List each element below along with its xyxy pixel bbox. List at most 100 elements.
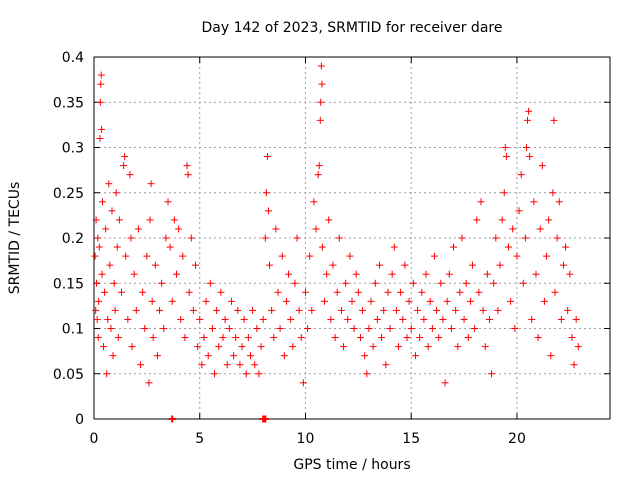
data-point: [433, 306, 441, 314]
data-point: [458, 234, 466, 242]
data-point: [206, 279, 214, 287]
data-point: [481, 343, 489, 351]
data-point: [162, 234, 170, 242]
data-point: [232, 334, 240, 342]
data-point: [115, 216, 123, 224]
data-point: [361, 352, 369, 360]
data-point: [466, 297, 474, 305]
data-point: [185, 288, 193, 296]
data-point: [198, 361, 206, 369]
data-point: [158, 279, 166, 287]
data-point: [312, 225, 320, 233]
data-point: [282, 297, 290, 305]
data-point: [450, 243, 458, 251]
data-point: [538, 162, 546, 170]
data-point: [354, 288, 362, 296]
data-point: [547, 352, 555, 360]
data-point: [375, 261, 383, 269]
data-point: [494, 306, 502, 314]
data-point: [117, 288, 125, 296]
data-point: [137, 361, 145, 369]
x-tick-label: 10: [297, 431, 315, 447]
x-tick-label: 5: [195, 431, 204, 447]
data-point: [543, 252, 551, 260]
data-point: [568, 334, 576, 342]
data-point: [91, 252, 99, 260]
y-tick-label: 0: [75, 412, 84, 428]
data-point: [513, 252, 521, 260]
data-point: [414, 306, 422, 314]
data-point: [168, 297, 176, 305]
data-point: [530, 198, 538, 206]
data-point: [405, 297, 413, 305]
data-point: [371, 279, 379, 287]
data-point: [113, 243, 121, 251]
data-point: [447, 325, 455, 332]
data-point: [504, 243, 512, 251]
data-point: [536, 225, 544, 233]
x-axis-label: GPS time / hours: [293, 457, 410, 473]
data-point: [97, 71, 105, 79]
data-point: [278, 252, 286, 260]
data-point: [272, 225, 280, 233]
data-point: [94, 334, 102, 342]
data-point: [317, 62, 325, 70]
data-point: [337, 306, 345, 314]
data-point: [127, 234, 135, 242]
data-point: [317, 98, 325, 106]
data-point: [344, 315, 352, 323]
data-point: [160, 325, 168, 332]
data-point: [204, 352, 212, 360]
data-point: [149, 334, 157, 342]
data-point: [367, 297, 375, 305]
chart-title: Day 142 of 2023, SRMTID for receiver dar…: [202, 20, 503, 36]
data-point: [262, 189, 270, 197]
data-point: [295, 306, 303, 314]
data-point: [111, 306, 119, 314]
data-point: [211, 370, 219, 378]
data-point: [200, 334, 208, 342]
data-point: [253, 325, 261, 332]
y-tick-label: 0.35: [53, 95, 84, 111]
data-point: [566, 270, 574, 278]
data-point: [365, 325, 373, 332]
data-point: [141, 325, 149, 332]
data-point: [98, 270, 106, 278]
data-point: [496, 261, 504, 269]
data-point: [166, 243, 174, 251]
data-point: [92, 216, 100, 224]
data-point: [146, 216, 154, 224]
data-point: [460, 315, 468, 323]
x-tick-label: 0: [90, 431, 99, 447]
data-point: [297, 334, 305, 342]
data-point: [532, 270, 540, 278]
data-point: [395, 343, 403, 351]
data-point: [382, 361, 390, 369]
data-point: [342, 279, 350, 287]
data-point: [143, 252, 151, 260]
data-point: [103, 370, 111, 378]
data-point: [251, 361, 259, 369]
y-axis-label: SRMTID / TECUs: [7, 182, 23, 295]
data-point: [471, 325, 479, 332]
data-point: [151, 261, 159, 269]
data-point: [215, 343, 223, 351]
data-point: [100, 343, 108, 351]
data-point: [318, 243, 326, 251]
data-point: [255, 370, 263, 378]
data-point: [477, 198, 485, 206]
data-point: [105, 180, 113, 188]
data-point: [128, 343, 136, 351]
data-point: [553, 234, 561, 242]
data-point: [369, 343, 377, 351]
data-point: [104, 315, 112, 323]
data-point: [299, 379, 307, 387]
data-point: [314, 171, 322, 179]
data-point: [261, 415, 269, 423]
data-point: [485, 315, 493, 323]
data-point: [112, 189, 120, 197]
data-point: [521, 234, 529, 242]
data-points: [91, 62, 582, 423]
data-point: [219, 334, 227, 342]
data-point: [221, 315, 229, 323]
